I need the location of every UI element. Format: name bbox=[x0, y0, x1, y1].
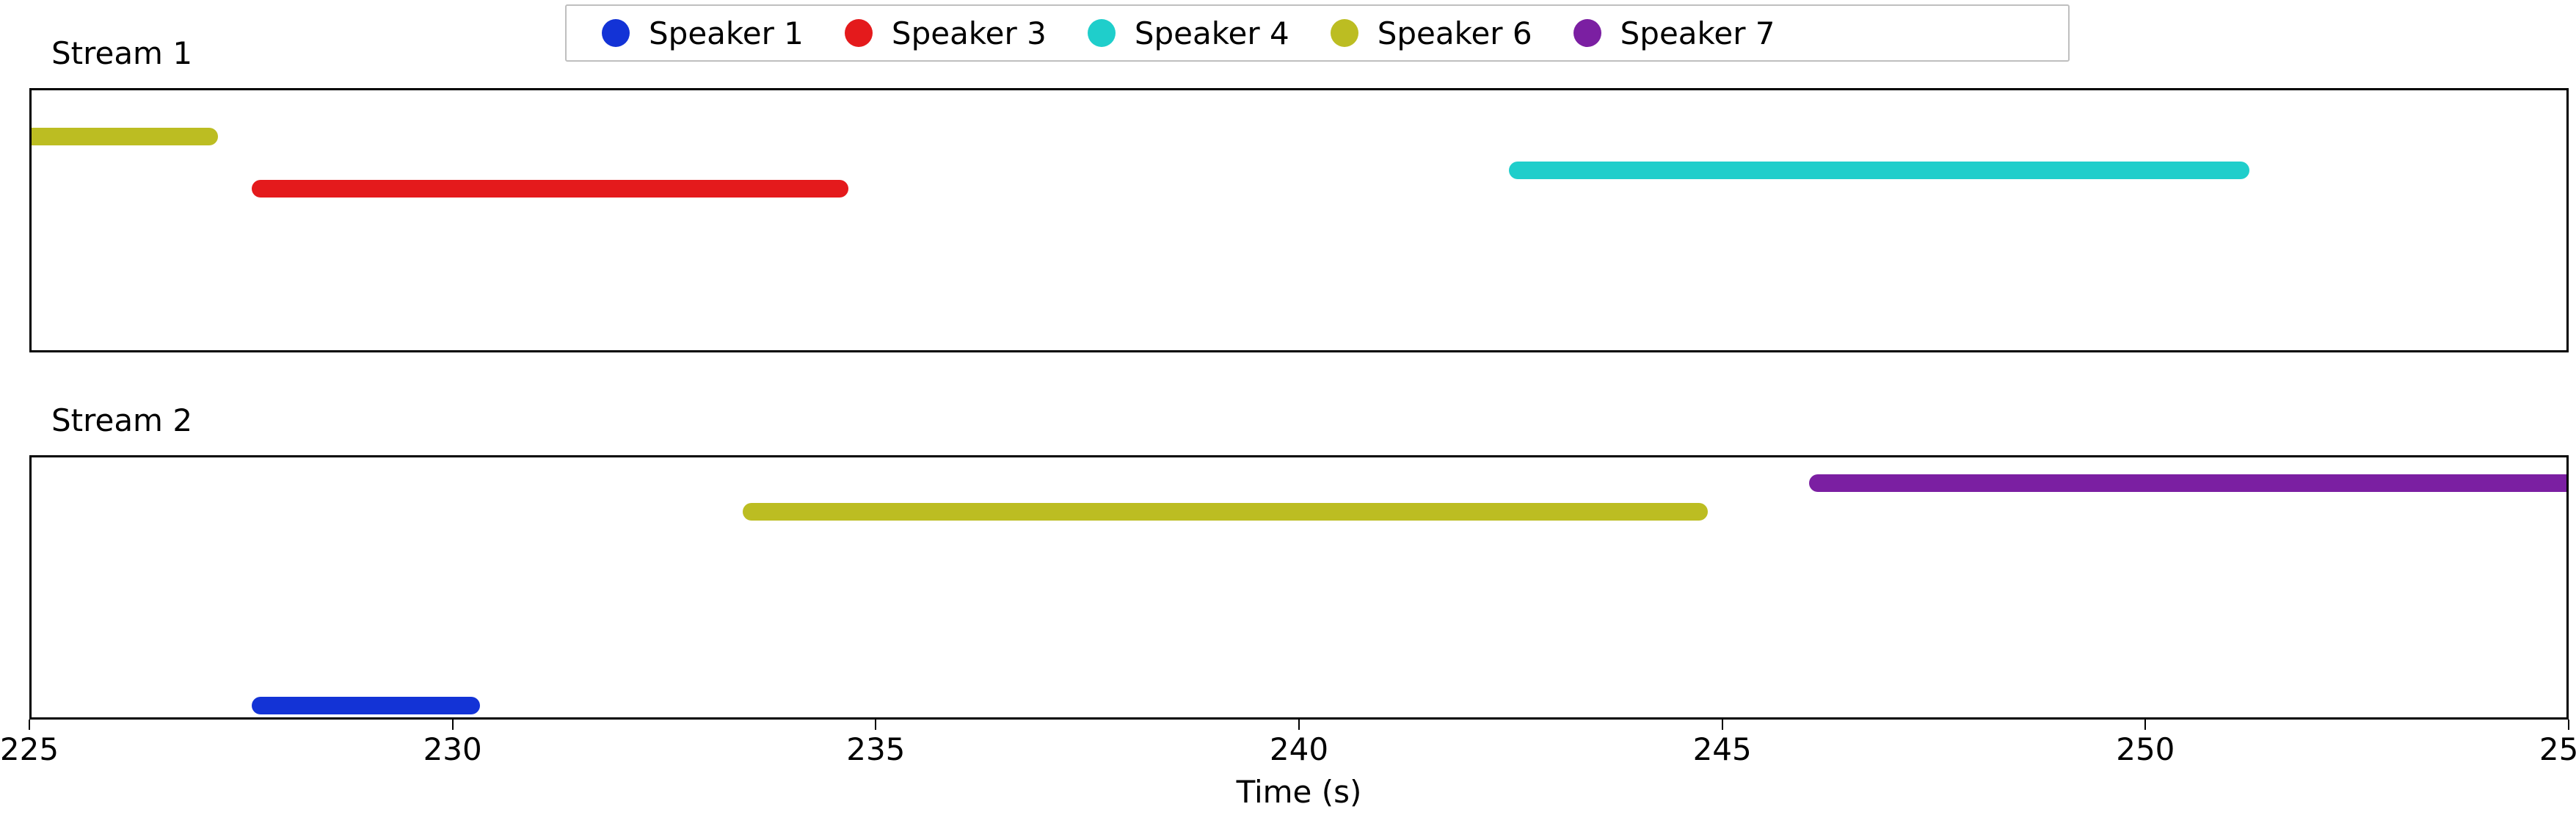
speaker-segment bbox=[743, 503, 1708, 521]
legend-item: Speaker 3 bbox=[845, 15, 1047, 51]
legend-item: Speaker 7 bbox=[1573, 15, 1775, 51]
legend-marker bbox=[1331, 19, 1358, 47]
legend-label: Speaker 4 bbox=[1135, 15, 1289, 51]
speaker-segment bbox=[1509, 162, 2249, 179]
x-tick-label: 245 bbox=[1693, 731, 1752, 767]
stream-1-plot-area bbox=[29, 88, 2569, 352]
stream-2-plot-area bbox=[29, 455, 2569, 720]
x-tick-mark bbox=[1722, 720, 1723, 730]
legend-marker bbox=[1573, 19, 1601, 47]
x-tick-label: 240 bbox=[1270, 731, 1328, 767]
x-tick-mark bbox=[875, 720, 876, 730]
timeline-chart: Speaker 1 Speaker 3 Speaker 4 Speaker 6 Spea… bbox=[0, 0, 2576, 815]
legend-label: Speaker 6 bbox=[1378, 15, 1532, 51]
x-tick-mark bbox=[452, 720, 454, 730]
x-tick-label: 230 bbox=[423, 731, 482, 767]
legend-item: Speaker 4 bbox=[1088, 15, 1289, 51]
legend-label: Speaker 7 bbox=[1620, 15, 1775, 51]
x-tick-label: 225 bbox=[0, 731, 59, 767]
legend-item: Speaker 1 bbox=[602, 15, 804, 51]
speaker-segment bbox=[1809, 474, 2569, 492]
legend-marker bbox=[602, 19, 630, 47]
legend: Speaker 1 Speaker 3 Speaker 4 Speaker 6 Spea… bbox=[565, 4, 2070, 62]
x-tick-mark bbox=[2568, 720, 2569, 730]
x-axis-label: Time (s) bbox=[1237, 774, 1362, 810]
x-tick-mark bbox=[29, 720, 30, 730]
legend-label: Speaker 3 bbox=[892, 15, 1047, 51]
legend-label: Speaker 1 bbox=[649, 15, 804, 51]
speaker-segment bbox=[252, 697, 480, 714]
x-tick-label: 255 bbox=[2539, 731, 2576, 767]
x-tick-label: 235 bbox=[846, 731, 905, 767]
x-tick-mark bbox=[2144, 720, 2146, 730]
x-tick-label: 250 bbox=[2116, 731, 2175, 767]
legend-marker bbox=[1088, 19, 1116, 47]
legend-marker bbox=[845, 19, 873, 47]
stream-2-title: Stream 2 bbox=[51, 402, 192, 438]
speaker-segment bbox=[29, 128, 218, 145]
speaker-segment bbox=[252, 180, 848, 198]
x-tick-mark bbox=[1298, 720, 1300, 730]
stream-1-title: Stream 1 bbox=[51, 35, 192, 71]
legend-item: Speaker 6 bbox=[1331, 15, 1532, 51]
